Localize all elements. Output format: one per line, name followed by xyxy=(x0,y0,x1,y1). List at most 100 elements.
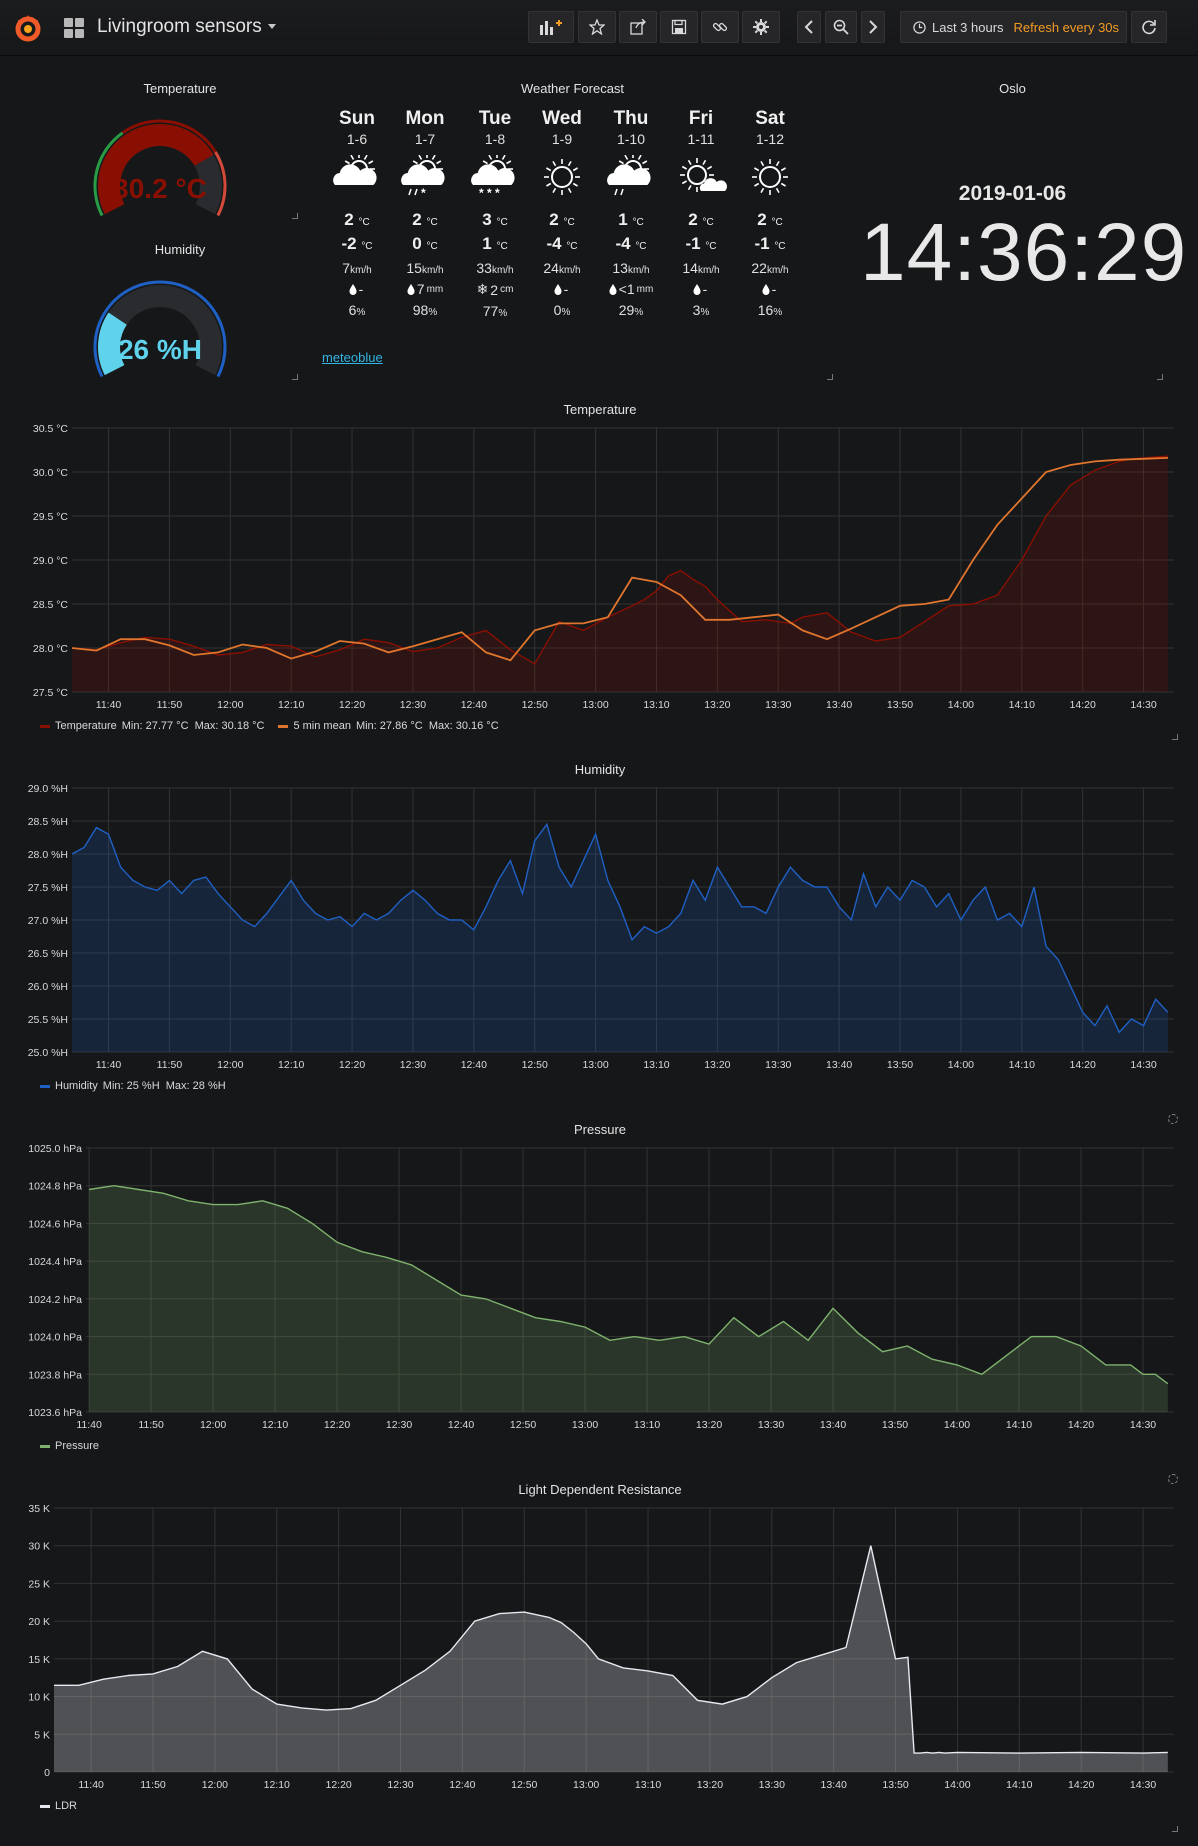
x-tick-label: 13:30 xyxy=(765,1059,791,1071)
x-tick-label: 14:30 xyxy=(1130,1779,1156,1791)
legend-stats: Min: 27.77 °C Max: 30.18 °C xyxy=(121,720,265,732)
forecast-temp-min: 0 °C xyxy=(412,234,438,253)
y-tick-label: 0 xyxy=(44,1767,50,1779)
forecast-precip-probability: 6% xyxy=(348,302,366,318)
legend-item[interactable]: Temperature Min: 27.77 °C Max: 30.18 °C xyxy=(40,720,264,732)
x-tick-label: 14:30 xyxy=(1130,1059,1156,1071)
settings-button[interactable] xyxy=(742,11,780,43)
temperature-graph-panel: 27.5 °C 28.0 °C 28.5 °C 29.0 °C 29.5 °C 30.0 … xyxy=(20,396,1180,742)
panel-title: Temperature xyxy=(143,81,217,96)
share-button[interactable] xyxy=(619,11,657,43)
resize-handle[interactable] xyxy=(1157,374,1163,380)
x-tick-label: 14:10 xyxy=(1006,1419,1032,1431)
legend-item[interactable]: Pressure xyxy=(40,1440,99,1452)
y-tick-label: 30 K xyxy=(28,1541,50,1553)
forecast-precip-probability: 77% xyxy=(482,303,508,319)
humidity-gauge-panel: Humidity 26 %H xyxy=(60,237,300,382)
forecast-wind: 22km/h xyxy=(751,260,789,276)
resize-handle[interactable] xyxy=(1172,734,1178,740)
weather-cloud-snow-icon: * * * xyxy=(471,153,515,200)
x-tick-label: 13:30 xyxy=(765,699,791,711)
refresh-button[interactable] xyxy=(1131,11,1167,43)
link-icon xyxy=(712,22,728,32)
add-panel-icon xyxy=(540,20,562,35)
x-tick-label: 12:40 xyxy=(448,1419,474,1431)
series-area xyxy=(89,1185,1168,1412)
y-tick-label: 28.0 %H xyxy=(28,849,68,861)
weather-sun-small-cloud-icon xyxy=(680,158,727,192)
resize-handle[interactable] xyxy=(827,374,833,380)
forecast-day-name: Tue xyxy=(478,108,512,129)
time-range-picker[interactable]: Last 3 hours Refresh every 30s xyxy=(900,11,1127,43)
legend-item[interactable]: 5 min mean Min: 27.86 °C Max: 30.16 °C xyxy=(278,720,499,732)
panel-title: Temperature xyxy=(563,402,637,417)
forecast-wind: 7km/h xyxy=(342,260,372,276)
y-tick-label: 26.0 %H xyxy=(28,981,68,993)
forecast-day: Mon 1-7 * 2 °C 0 °C 15km/h 7 mm 98% xyxy=(390,108,460,318)
x-tick-label: 13:30 xyxy=(759,1779,785,1791)
legend-item[interactable]: LDR xyxy=(40,1800,77,1812)
star-button[interactable] xyxy=(578,11,616,43)
x-tick-label: 12:00 xyxy=(217,1059,243,1071)
forecast-precip-probability: 16% xyxy=(757,302,783,318)
graph-legend: Temperature Min: 27.77 °C Max: 30.18 °C 5 … xyxy=(40,720,499,732)
ldr-graph-panel: 0 5 K 10 K 15 K 20 K 25 K 30 K 35 K 11:40 11:50 12… xyxy=(20,1476,1180,1832)
raindrop-icon xyxy=(349,283,357,295)
legend-item[interactable]: Humidity Min: 25 %H Max: 28 %H xyxy=(40,1080,226,1092)
forecast-day-name: Sat xyxy=(755,108,785,129)
resize-handle[interactable] xyxy=(1172,1826,1178,1832)
dashboard-grid-icon[interactable] xyxy=(64,18,84,38)
graph-canvas: 1023.6 hPa 1023.8 hPa 1024.0 hPa 1024.2 hPa… xyxy=(28,1143,1174,1431)
save-button[interactable] xyxy=(660,11,698,43)
forecast-temp-max: 2 °C xyxy=(344,210,370,229)
x-tick-label: 11:50 xyxy=(157,1059,183,1071)
series-line xyxy=(88,1184,1169,1385)
meteoblue-link[interactable]: meteoblue xyxy=(322,350,383,365)
time-forward-button[interactable] xyxy=(861,11,885,43)
x-tick-label: 14:00 xyxy=(944,1779,970,1791)
time-range-label: Last 3 hours xyxy=(932,19,1004,35)
star-icon xyxy=(589,19,605,35)
x-tick-label: 14:20 xyxy=(1070,699,1096,711)
x-tick-label: 14:20 xyxy=(1070,1059,1096,1071)
x-tick-label: 11:40 xyxy=(96,1059,122,1071)
x-tick-label: 12:10 xyxy=(278,699,304,711)
grafana-logo-icon[interactable] xyxy=(12,12,44,44)
series-line xyxy=(54,1545,1168,1754)
x-tick-label: 13:30 xyxy=(758,1419,784,1431)
gauge-threshold-arc xyxy=(214,151,227,216)
legend-series-name: Humidity xyxy=(55,1080,98,1092)
temperature-gauge-panel: Temperature 30.2 °C xyxy=(60,76,300,221)
x-tick-label: 12:00 xyxy=(202,1779,228,1791)
y-tick-label: 5 K xyxy=(34,1729,50,1741)
panel-title: Humidity xyxy=(574,762,626,777)
resize-handle[interactable] xyxy=(292,213,298,219)
dashboard-title[interactable]: Livingroom sensors xyxy=(97,16,276,38)
series-line xyxy=(71,455,1168,665)
forecast-temp-min: -1 °C xyxy=(685,234,717,253)
resize-handle[interactable] xyxy=(292,374,298,380)
x-tick-label: 13:10 xyxy=(643,699,669,711)
snapshot-link-button[interactable] xyxy=(701,11,739,43)
snowflake-icon: ❄ xyxy=(476,281,489,297)
weather-sun-icon xyxy=(544,159,580,195)
x-tick-label: 13:00 xyxy=(582,699,608,711)
y-tick-label: 1023.8 hPa xyxy=(28,1369,82,1381)
legend-swatch xyxy=(40,724,50,728)
forecast-precipitation: - xyxy=(527,281,597,297)
x-tick-label: 11:40 xyxy=(76,1419,102,1431)
weather-sun-icon xyxy=(752,159,788,195)
legend-swatch xyxy=(40,1804,50,1808)
y-tick-label: 1023.6 hPa xyxy=(28,1407,82,1419)
zoom-out-button[interactable] xyxy=(825,11,857,43)
time-back-button[interactable] xyxy=(797,11,821,43)
forecast-temp-max: 3 °C xyxy=(482,210,508,229)
y-tick-label: 27.0 %H xyxy=(28,915,68,927)
y-tick-label: 29.5 °C xyxy=(33,511,69,523)
raindrop-icon xyxy=(407,283,415,295)
x-tick-label: 13:10 xyxy=(643,1059,669,1071)
gauge-value-arc xyxy=(98,312,128,376)
x-tick-label: 13:00 xyxy=(572,1419,598,1431)
chevron-down-icon xyxy=(267,24,276,30)
add-panel-button[interactable] xyxy=(528,11,574,43)
